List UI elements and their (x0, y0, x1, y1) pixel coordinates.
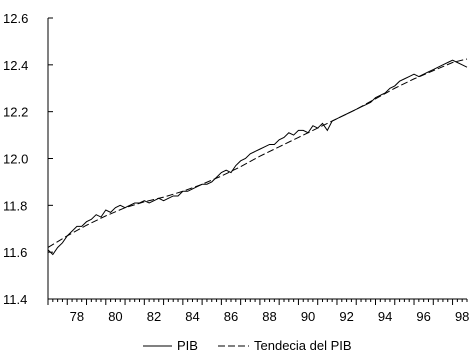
trend-line (47, 58, 468, 248)
x-tick-label: 80 (108, 309, 122, 324)
pib-line (47, 59, 468, 256)
x-tick-label: 96 (416, 309, 430, 324)
x-tick-label: 92 (339, 309, 353, 324)
y-tick-label: 12.4 (3, 58, 28, 73)
series-group (47, 58, 468, 256)
y-tick-label: 11.8 (3, 198, 27, 213)
x-tick-label: 84 (185, 309, 199, 324)
x-tick-label: 78 (70, 309, 84, 324)
y-tick-label: 12.6 (3, 11, 28, 26)
legend-label-trend: Tendecia del PIB (254, 338, 352, 353)
y-tick-label: 12.0 (3, 152, 28, 167)
x-tick-label: 90 (301, 309, 315, 324)
y-tick-label: 11.6 (3, 245, 27, 260)
y-tick-label: 11.4 (3, 292, 27, 307)
x-tick-label: 88 (262, 309, 276, 324)
x-tick-label: 98 (455, 309, 469, 324)
axes: 11.4 11.6 11.8 12.0 12.2 12.4 12.6 78 80 82 84 86 88… (3, 11, 469, 324)
x-tick-label: 82 (147, 309, 161, 324)
legend-label-pib: PIB (177, 338, 198, 353)
y-tick-label: 12.2 (3, 105, 28, 120)
legend: PIB Tendecia del PIB (143, 338, 352, 353)
x-tick-label: 94 (378, 309, 392, 324)
x-tick-label: 86 (224, 309, 238, 324)
